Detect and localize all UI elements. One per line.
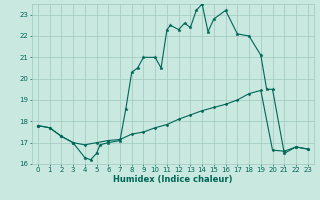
X-axis label: Humidex (Indice chaleur): Humidex (Indice chaleur) bbox=[113, 175, 233, 184]
